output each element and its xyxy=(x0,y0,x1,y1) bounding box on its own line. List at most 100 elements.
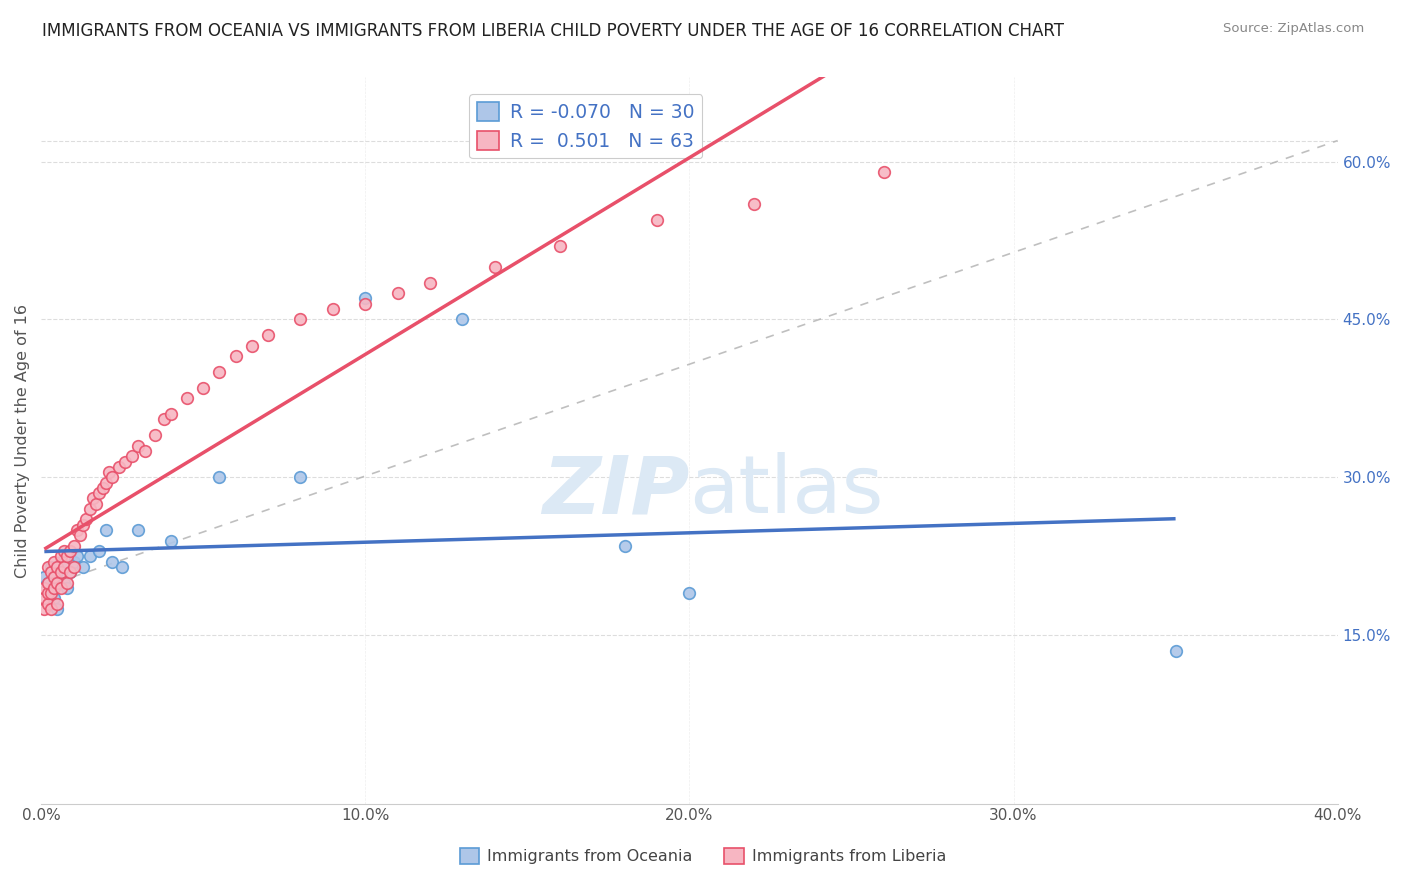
Point xyxy=(46,602,69,616)
Point xyxy=(153,412,176,426)
Point xyxy=(613,539,636,553)
Point xyxy=(42,591,65,606)
Point xyxy=(37,586,59,600)
Point xyxy=(37,559,59,574)
Point xyxy=(37,575,59,590)
Text: IMMIGRANTS FROM OCEANIA VS IMMIGRANTS FROM LIBERIA CHILD POVERTY UNDER THE AGE O: IMMIGRANTS FROM OCEANIA VS IMMIGRANTS FR… xyxy=(42,22,1064,40)
Point xyxy=(873,165,896,179)
Point xyxy=(52,544,75,558)
Point xyxy=(59,565,82,579)
Text: ZIP: ZIP xyxy=(541,452,689,531)
Point xyxy=(49,549,72,564)
Point xyxy=(89,544,111,558)
Point xyxy=(56,549,79,564)
Point xyxy=(134,444,156,458)
Point xyxy=(548,239,571,253)
Point xyxy=(72,559,94,574)
Point xyxy=(37,575,59,590)
Point xyxy=(39,586,62,600)
Point xyxy=(34,591,56,606)
Point xyxy=(34,570,56,584)
Point xyxy=(42,565,65,579)
Point xyxy=(46,575,69,590)
Point xyxy=(91,481,114,495)
Point xyxy=(39,602,62,616)
Point xyxy=(49,565,72,579)
Point xyxy=(72,517,94,532)
Point xyxy=(193,381,215,395)
Point xyxy=(79,549,101,564)
Point xyxy=(322,301,344,316)
Point xyxy=(37,597,59,611)
Point xyxy=(127,523,149,537)
Point xyxy=(1164,644,1187,658)
Point xyxy=(225,349,247,363)
Point xyxy=(84,497,107,511)
Point xyxy=(42,581,65,595)
Point xyxy=(69,528,91,542)
Point xyxy=(127,439,149,453)
Point xyxy=(56,581,79,595)
Point xyxy=(66,549,89,564)
Point xyxy=(143,428,166,442)
Point xyxy=(39,559,62,574)
Point xyxy=(176,392,198,406)
Point xyxy=(46,559,69,574)
Point xyxy=(354,292,377,306)
Point xyxy=(484,260,506,274)
Point xyxy=(59,544,82,558)
Point xyxy=(101,555,124,569)
Point xyxy=(62,555,84,569)
Point xyxy=(290,312,312,326)
Point xyxy=(34,602,56,616)
Point xyxy=(52,559,75,574)
Point xyxy=(678,586,700,600)
Point xyxy=(451,312,474,326)
Legend: Immigrants from Oceania, Immigrants from Liberia: Immigrants from Oceania, Immigrants from… xyxy=(454,841,952,871)
Point xyxy=(208,470,231,484)
Point xyxy=(89,486,111,500)
Point xyxy=(49,555,72,569)
Point xyxy=(387,286,409,301)
Point xyxy=(240,339,263,353)
Point xyxy=(39,581,62,595)
Point xyxy=(742,196,765,211)
Point xyxy=(108,459,131,474)
Point xyxy=(49,581,72,595)
Point xyxy=(208,365,231,379)
Point xyxy=(257,328,280,343)
Point xyxy=(59,565,82,579)
Point xyxy=(52,559,75,574)
Point xyxy=(82,491,104,506)
Y-axis label: Child Poverty Under the Age of 16: Child Poverty Under the Age of 16 xyxy=(15,303,30,577)
Text: atlas: atlas xyxy=(689,452,884,531)
Point xyxy=(159,533,181,548)
Point xyxy=(94,475,117,490)
Point xyxy=(46,597,69,611)
Point xyxy=(94,523,117,537)
Point xyxy=(354,296,377,310)
Point xyxy=(56,575,79,590)
Point xyxy=(114,454,136,468)
Point xyxy=(419,276,441,290)
Point xyxy=(159,407,181,421)
Point xyxy=(645,212,668,227)
Point xyxy=(42,570,65,584)
Point xyxy=(52,575,75,590)
Point xyxy=(62,539,84,553)
Point xyxy=(34,581,56,595)
Point xyxy=(46,565,69,579)
Point xyxy=(98,465,121,479)
Point xyxy=(111,559,134,574)
Point xyxy=(39,565,62,579)
Text: Source: ZipAtlas.com: Source: ZipAtlas.com xyxy=(1223,22,1364,36)
Point xyxy=(66,523,89,537)
Point xyxy=(101,470,124,484)
Point xyxy=(42,555,65,569)
Point xyxy=(121,450,143,464)
Legend: R = -0.070   N = 30, R =  0.501   N = 63: R = -0.070 N = 30, R = 0.501 N = 63 xyxy=(470,94,702,158)
Point xyxy=(79,502,101,516)
Point xyxy=(62,559,84,574)
Point xyxy=(76,512,98,526)
Point xyxy=(290,470,312,484)
